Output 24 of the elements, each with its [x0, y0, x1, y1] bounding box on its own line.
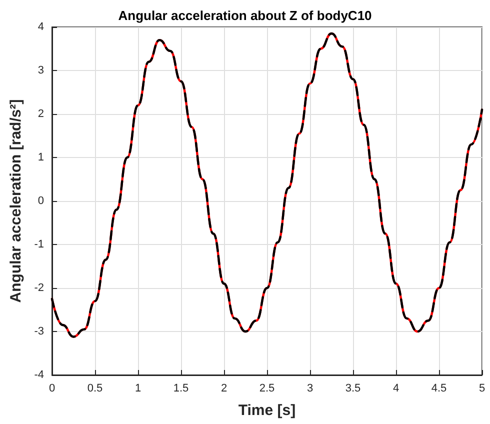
y-tick-label: 4: [38, 21, 44, 33]
y-tick-label: -2: [34, 282, 44, 294]
y-tick-label: 1: [38, 152, 44, 164]
y-tick-label: -3: [34, 326, 44, 338]
y-tick-label: -4: [34, 369, 44, 381]
y-tick-label: 0: [38, 195, 44, 207]
x-tick-label: 0.5: [87, 382, 103, 394]
x-tick-label: 2: [220, 382, 228, 394]
line-series: [50, 32, 484, 338]
x-tick-label: 4.5: [431, 382, 447, 394]
x-tick-label: 1: [134, 382, 142, 394]
y-axis-title: Angular acceleration [rad/s²]: [7, 99, 24, 303]
chart-title: Angular acceleration about Z of bodyC10: [118, 8, 372, 23]
x-tick-label: 2.5: [259, 382, 275, 394]
x-tick-label: 5: [478, 382, 486, 394]
y-tick-label: -1: [34, 238, 44, 250]
x-tick-label: 3.5: [345, 382, 361, 394]
x-tick-label: 1.5: [173, 382, 189, 394]
y-tick-label: 3: [38, 64, 44, 76]
x-tick-label: 0: [48, 382, 56, 394]
x-tick-label: 4: [392, 382, 400, 394]
x-axis-title: Time [s]: [238, 402, 296, 419]
y-tick-label: 2: [38, 108, 44, 120]
x-tick-label: 3: [306, 382, 314, 394]
